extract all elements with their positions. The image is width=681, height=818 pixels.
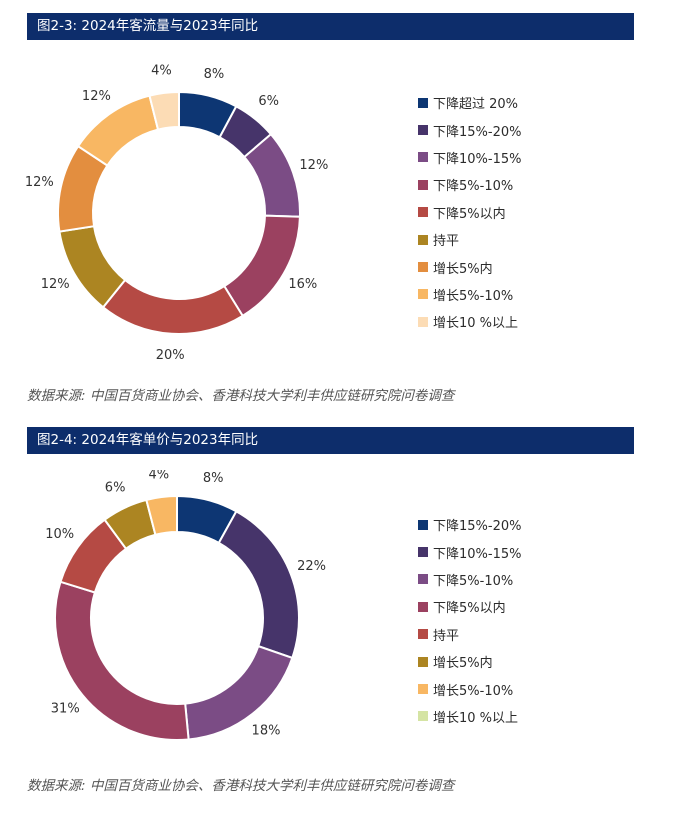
legend-swatch	[418, 179, 428, 190]
chart-title: 图2-3: 2024年客流量与2023年同比	[27, 13, 634, 40]
legend-item: 增长10 %以上	[418, 703, 521, 730]
legend-swatch	[418, 629, 428, 640]
legend-label: 下降5%以内	[433, 601, 506, 617]
legend-item: 持平	[418, 226, 521, 253]
legend-swatch	[418, 519, 428, 530]
data-label: 8%	[204, 67, 225, 82]
legend-label: 增长5%-10%	[433, 288, 514, 304]
legend-swatch	[418, 152, 428, 163]
legend-swatch	[418, 125, 428, 136]
legend-swatch	[418, 601, 428, 612]
data-label: 18%	[252, 724, 281, 739]
data-label: 22%	[297, 559, 326, 574]
donut-segment	[222, 214, 301, 318]
legend-swatch	[418, 289, 428, 300]
legend-swatch	[418, 262, 428, 273]
legend-label: 下降5%以内	[433, 206, 506, 222]
legend-swatch	[418, 711, 428, 722]
legend-label: 持平	[433, 628, 460, 644]
chart-title: 图2-4: 2024年客单价与2023年同比	[27, 427, 634, 454]
data-label: 31%	[51, 701, 80, 716]
legend-label: 下降5%-10%	[433, 179, 514, 195]
data-label: 6%	[105, 480, 126, 495]
donut-segment	[145, 494, 178, 536]
legend-label: 增长5%内	[433, 656, 493, 672]
legend-item: 增长5%-10%	[418, 281, 521, 308]
source-note: 数据来源: 中国百货商业协会、香港科技大学利丰供应链研究院问卷调查	[27, 388, 455, 404]
legend-label: 下降15%-20%	[433, 124, 522, 140]
legend-item: 下降5%-10%	[418, 171, 521, 198]
donut-segment	[217, 510, 300, 660]
source-note: 数据来源: 中国百货商业协会、香港科技大学利丰供应链研究院问卷调查	[27, 778, 455, 794]
legend-label: 下降10%-15%	[433, 151, 522, 167]
donut-segment	[101, 278, 245, 335]
legend-item: 下降超过 20%	[418, 89, 521, 116]
legend-swatch	[418, 97, 428, 108]
legend-item: 增长5%内	[418, 648, 521, 675]
legend-swatch	[418, 684, 428, 695]
legend: 下降15%-20% 下降10%-15% 下降5%-10% 下降5%以内 持平增长5%内增…	[418, 511, 521, 730]
data-label: 8%	[203, 471, 224, 486]
legend-label: 增长5%-10%	[433, 683, 514, 699]
data-label: 12%	[299, 158, 328, 173]
legend-label: 下降超过 20%	[433, 97, 519, 113]
donut-chart-customer-flow: 8% 6% 12% 16% 20% 12% 12% 12% 4%	[25, 64, 328, 364]
legend-item: 下降5%以内	[418, 593, 521, 620]
legend-item: 下降15%-20%	[418, 116, 521, 143]
donut-chart-basket-size: 8% 22% 18% 31% 10% 6% 4%	[45, 470, 326, 741]
legend: 下降超过 20% 下降15%-20% 下降10%-15% 下降5%-10% 下降5%以内…	[418, 89, 521, 336]
donut-segment	[54, 580, 190, 741]
legend-label: 下降10%-15%	[433, 546, 522, 562]
legend-item: 增长5%-10%	[418, 675, 521, 702]
data-label: 4%	[151, 64, 172, 79]
data-label: 10%	[45, 527, 74, 542]
data-label: 6%	[258, 94, 279, 109]
legend-item: 增长10 %以上	[418, 308, 521, 335]
legend-item: 下降15%-20%	[418, 511, 521, 538]
legend-item: 增长5%内	[418, 253, 521, 280]
legend-item: 下降5%以内	[418, 199, 521, 226]
donut-segment	[148, 90, 180, 131]
legend-swatch	[418, 207, 428, 218]
legend-item: 下降5%-10%	[418, 566, 521, 593]
legend-label: 增长10 %以上	[433, 710, 519, 726]
legend-label: 持平	[433, 234, 460, 250]
legend-swatch	[418, 316, 428, 327]
legend-label: 增长5%内	[433, 261, 493, 277]
legend-label: 下降5%-10%	[433, 573, 514, 589]
legend-item: 下降10%-15%	[418, 144, 521, 171]
legend-label: 下降15%-20%	[433, 519, 522, 535]
legend-swatch	[418, 656, 428, 667]
donut-segment	[76, 94, 160, 167]
legend-label: 增长10 %以上	[433, 316, 519, 332]
data-label: 12%	[41, 277, 70, 292]
legend-item: 下降10%-15%	[418, 538, 521, 565]
legend-item: 持平	[418, 621, 521, 648]
data-label: 12%	[82, 89, 111, 104]
data-label: 16%	[288, 277, 317, 292]
legend-swatch	[418, 547, 428, 558]
data-label: 20%	[156, 348, 185, 363]
legend-swatch	[418, 234, 428, 245]
data-label: 4%	[148, 470, 169, 483]
legend-swatch	[418, 574, 428, 585]
data-label: 12%	[25, 175, 54, 190]
